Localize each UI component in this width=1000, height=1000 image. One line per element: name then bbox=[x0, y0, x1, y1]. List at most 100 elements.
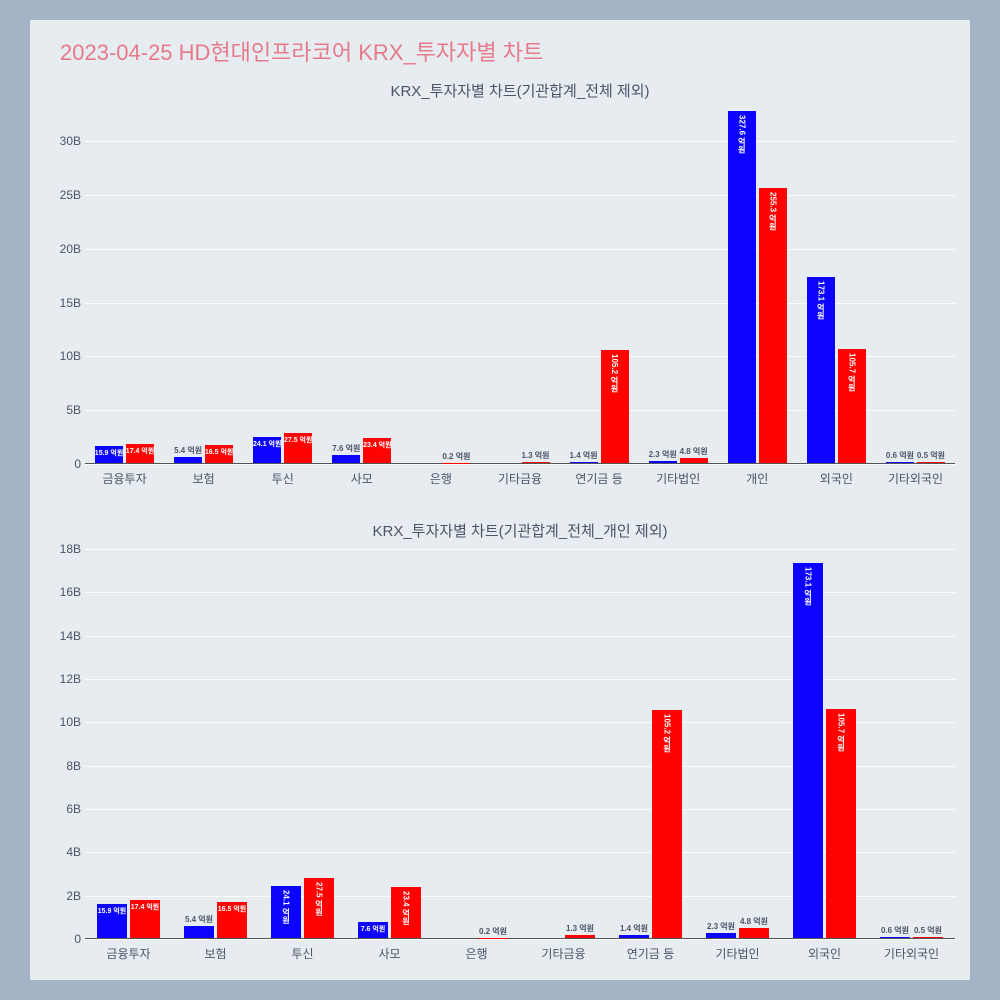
xtick-label: 연기금 등 bbox=[575, 470, 623, 487]
bar: 16.5 억원 bbox=[217, 902, 247, 938]
bar: 17.4 억원 bbox=[126, 444, 154, 463]
chart2-plot-area: 02B4B6B8B10B12B14B16B18B15.9 억원17.4 억원5.… bbox=[85, 549, 955, 939]
bar-label: 105.2 억원 bbox=[662, 714, 673, 752]
xtick-label: 사모 bbox=[351, 470, 373, 487]
bar-label: 0.2 억원 bbox=[479, 926, 507, 937]
xtick-label: 보험 bbox=[204, 945, 226, 962]
bar: 27.5 억원 bbox=[304, 878, 334, 938]
bar: 0.5 억원 bbox=[913, 937, 943, 938]
gridline bbox=[85, 896, 955, 897]
bar: 0.6 억원 bbox=[886, 462, 914, 463]
chart-panel-2: KRX_투자자별 차트(기관합계_전체_개인 제외) 02B4B6B8B10B1… bbox=[85, 520, 955, 960]
xtick-label: 보험 bbox=[193, 470, 215, 487]
chart1-xaxis: 금융투자보험투신사모은행기타금융연기금 등기타법인개인외국인기타외국인 bbox=[85, 464, 955, 492]
bar-label: 173.1 억원 bbox=[815, 281, 826, 319]
bar: 2.3 억원 bbox=[649, 461, 677, 463]
bar: 173.1 억원 bbox=[793, 563, 823, 938]
bar: 1.3 억원 bbox=[565, 935, 595, 938]
bar: 4.8 억원 bbox=[680, 458, 708, 463]
bar: 105.7 억원 bbox=[826, 709, 856, 938]
chart2-title: KRX_투자자별 차트(기관합계_전체_개인 제외) bbox=[85, 520, 955, 541]
bar-label: 327.6 억원 bbox=[736, 115, 747, 153]
main-title: 2023-04-25 HD현대인프라코어 KRX_투자자별 차트 bbox=[60, 35, 543, 67]
bar: 255.3 억원 bbox=[759, 188, 787, 463]
gridline bbox=[85, 722, 955, 723]
bar-label: 7.6 억원 bbox=[332, 443, 360, 454]
bar-label: 24.1 억원 bbox=[281, 890, 292, 924]
gridline bbox=[85, 679, 955, 680]
bar-label: 0.2 억원 bbox=[442, 451, 470, 462]
bar: 1.3 억원 bbox=[522, 462, 550, 463]
bar: 105.2 억원 bbox=[601, 350, 629, 463]
xtick-label: 연기금 등 bbox=[627, 945, 675, 962]
bar-label: 255.3 억원 bbox=[767, 192, 778, 230]
chart-panel-1: KRX_투자자별 차트(기관합계_전체 제외) 05B10B15B20B25B3… bbox=[85, 80, 955, 485]
bar: 1.4 억원 bbox=[570, 462, 598, 464]
ytick-label: 30B bbox=[43, 134, 81, 148]
bar: 0.6 억원 bbox=[880, 937, 910, 938]
bar: 7.6 억원 bbox=[332, 455, 360, 463]
xtick-label: 투신 bbox=[272, 470, 294, 487]
ytick-label: 0 bbox=[43, 457, 81, 471]
bar: 173.1 억원 bbox=[807, 277, 835, 463]
bar: 105.2 억원 bbox=[652, 710, 682, 938]
bar: 2.3 억원 bbox=[706, 933, 736, 938]
bar-label: 1.3 억원 bbox=[521, 450, 549, 461]
bar: 24.1 억원 bbox=[271, 886, 301, 938]
bar-label: 105.2 억원 bbox=[609, 354, 620, 392]
xtick-label: 은행 bbox=[430, 470, 452, 487]
bar-label: 173.1 억원 bbox=[803, 567, 814, 605]
bar: 24.1 억원 bbox=[253, 437, 281, 463]
xtick-label: 기타법인 bbox=[656, 470, 700, 487]
bar-label: 105.7 억원 bbox=[836, 713, 847, 751]
bar: 16.5 억원 bbox=[205, 445, 233, 463]
xtick-label: 금융투자 bbox=[106, 945, 150, 962]
ytick-label: 20B bbox=[43, 242, 81, 256]
bar-label: 5.4 억원 bbox=[174, 445, 202, 456]
ytick-label: 25B bbox=[43, 188, 81, 202]
bar: 0.5 억원 bbox=[917, 462, 945, 463]
bar-label: 17.4 억원 bbox=[131, 902, 159, 912]
xtick-label: 기타금융 bbox=[498, 470, 542, 487]
bar-label: 0.6 억원 bbox=[886, 450, 914, 461]
gridline bbox=[85, 249, 955, 250]
xtick-label: 외국인 bbox=[808, 945, 841, 962]
bar: 27.5 억원 bbox=[284, 433, 312, 463]
bar-label: 1.4 억원 bbox=[570, 450, 598, 461]
ytick-label: 14B bbox=[43, 629, 81, 643]
ytick-label: 8B bbox=[43, 759, 81, 773]
bar-label: 5.4 억원 bbox=[185, 914, 213, 925]
bar: 23.4 억원 bbox=[391, 887, 421, 938]
ytick-label: 18B bbox=[43, 542, 81, 556]
bar-label: 23.4 억원 bbox=[401, 891, 412, 925]
bar: 327.6 억원 bbox=[728, 111, 756, 463]
bar: 4.8 억원 bbox=[739, 928, 769, 938]
bar-label: 23.4 억원 bbox=[363, 440, 391, 450]
gridline bbox=[85, 141, 955, 142]
xtick-label: 사모 bbox=[378, 945, 400, 962]
bar-label: 7.6 억원 bbox=[361, 924, 386, 934]
bar-label: 15.9 억원 bbox=[95, 448, 123, 458]
xtick-label: 기타외국인 bbox=[888, 470, 943, 487]
bar-label: 4.8 억원 bbox=[740, 916, 768, 927]
bar-label: 2.3 억원 bbox=[649, 449, 677, 460]
chart1-plot-area: 05B10B15B20B25B30B15.9 억원17.4 억원5.4 억원16… bbox=[85, 109, 955, 464]
ytick-label: 6B bbox=[43, 802, 81, 816]
bar: 23.4 억원 bbox=[363, 438, 391, 463]
gridline bbox=[85, 852, 955, 853]
xtick-label: 기타법인 bbox=[715, 945, 759, 962]
bar-label: 0.5 억원 bbox=[914, 925, 942, 936]
gridline bbox=[85, 549, 955, 550]
gridline bbox=[85, 809, 955, 810]
bar-label: 4.8 억원 bbox=[680, 446, 708, 457]
bar: 15.9 억원 bbox=[95, 446, 123, 463]
xtick-label: 금융투자 bbox=[102, 470, 146, 487]
ytick-label: 5B bbox=[43, 403, 81, 417]
xtick-label: 개인 bbox=[746, 470, 768, 487]
bar-label: 27.5 억원 bbox=[314, 882, 325, 916]
bar: 5.4 억원 bbox=[184, 926, 214, 938]
xtick-label: 은행 bbox=[465, 945, 487, 962]
bar-label: 1.4 억원 bbox=[620, 923, 648, 934]
bar: 7.6 억원 bbox=[358, 922, 388, 938]
bar-label: 1.3 억원 bbox=[566, 923, 594, 934]
